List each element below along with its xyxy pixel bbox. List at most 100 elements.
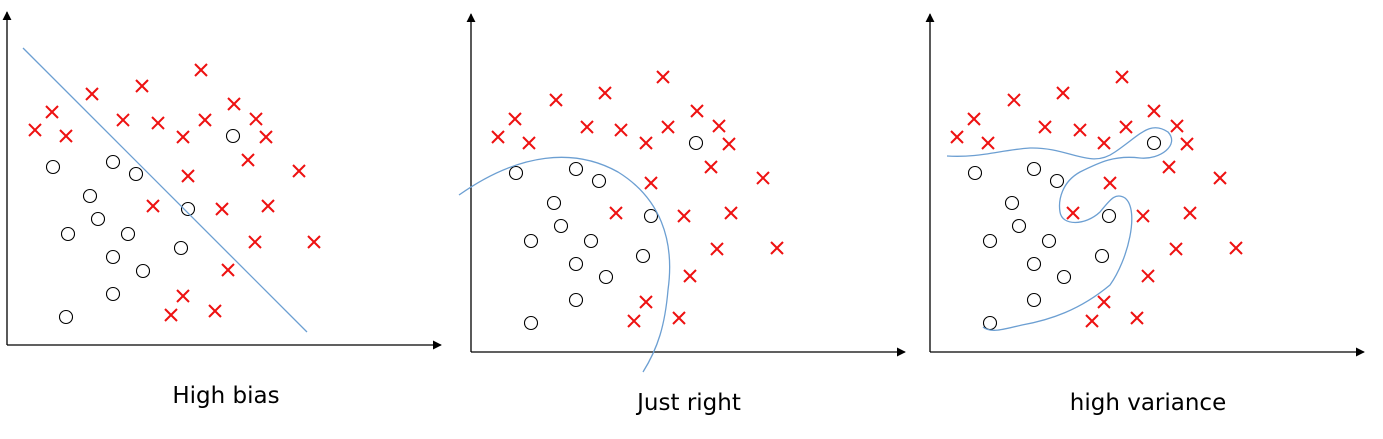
cross-marker [1136, 209, 1150, 223]
circle-marker [173, 240, 189, 256]
cross-marker [639, 136, 653, 150]
cross-marker [1038, 120, 1052, 134]
cross-marker [248, 235, 262, 249]
cross-marker [672, 311, 686, 325]
circle-marker [568, 161, 584, 177]
circle-marker [180, 201, 196, 217]
cross-marker [491, 130, 505, 144]
circle-marker [967, 165, 983, 181]
cross-marker [151, 116, 165, 130]
cross-marker [1147, 104, 1161, 118]
cross-marker [704, 160, 718, 174]
cross-marker [1141, 269, 1155, 283]
circle-marker [568, 256, 584, 272]
cross-marker [609, 206, 623, 220]
circle-marker [45, 159, 61, 175]
cross-marker [598, 86, 612, 100]
cross-marker [292, 164, 306, 178]
cross-marker [259, 130, 273, 144]
cross-marker [950, 130, 964, 144]
cross-marker [580, 120, 594, 134]
circle-marker [523, 315, 539, 331]
circle-marker [1041, 233, 1057, 249]
cross-marker [176, 289, 190, 303]
cross-marker [724, 206, 738, 220]
cross-marker [614, 123, 628, 137]
cross-marker [221, 263, 235, 277]
panel-caption: high variance [1070, 390, 1226, 416]
circle-marker [1004, 195, 1020, 211]
cross-marker [1130, 311, 1144, 325]
circle-marker [583, 233, 599, 249]
circle-marker [135, 263, 151, 279]
cross-marker [1162, 160, 1176, 174]
circle-marker [635, 248, 651, 264]
circle-marker [120, 226, 136, 242]
cross-marker [28, 123, 42, 137]
circle-marker [1101, 208, 1117, 224]
circle-marker [982, 315, 998, 331]
panel-caption: Just right [635, 390, 741, 416]
cross-marker [1229, 241, 1243, 255]
cross-marker [176, 130, 190, 144]
cross-marker [215, 202, 229, 216]
panel-high-bias: High bias [2, 11, 442, 409]
circle-marker [1026, 161, 1042, 177]
cross-marker [1073, 123, 1087, 137]
circle-marker [546, 195, 562, 211]
cross-marker [1066, 206, 1080, 220]
circle-marker [643, 208, 659, 224]
cross-marker [756, 171, 770, 185]
panel-caption: High bias [172, 383, 279, 409]
cross-marker [522, 136, 536, 150]
cross-marker [677, 209, 691, 223]
circle-marker [1011, 218, 1027, 234]
cross-marker [656, 70, 670, 84]
cross-marker [116, 113, 130, 127]
panel-high-variance: high variance [925, 13, 1365, 416]
circle-marker [1026, 292, 1042, 308]
cross-marker [85, 87, 99, 101]
cross-marker [1056, 86, 1070, 100]
cross-marker [1097, 295, 1111, 309]
cross-marker [1213, 171, 1227, 185]
circle-marker [225, 128, 241, 144]
circle-marker [568, 292, 584, 308]
data-points [28, 63, 321, 325]
cross-marker [661, 120, 675, 134]
cross-marker [1115, 70, 1129, 84]
cross-marker [249, 112, 263, 126]
circle-marker [90, 211, 106, 227]
cross-marker [227, 97, 241, 111]
data-points [950, 70, 1243, 331]
circle-marker [591, 173, 607, 189]
cross-marker [644, 176, 658, 190]
cross-marker [967, 112, 981, 126]
cross-marker [135, 79, 149, 93]
circle-marker [598, 269, 614, 285]
data-points [491, 70, 784, 331]
circle-marker [82, 188, 98, 204]
decision-boundary [946, 127, 1173, 331]
circle-marker [1049, 173, 1065, 189]
circle-marker [553, 218, 569, 234]
circle-marker [688, 135, 704, 151]
cross-marker [164, 308, 178, 322]
cross-marker [181, 169, 195, 183]
circle-marker [982, 233, 998, 249]
cross-marker [683, 269, 697, 283]
circle-marker [58, 309, 74, 325]
circle-marker [60, 226, 76, 242]
cross-marker [1097, 136, 1111, 150]
cross-marker [208, 304, 222, 318]
decision-boundary [22, 47, 308, 333]
cross-marker [1085, 314, 1099, 328]
cross-marker [194, 63, 208, 77]
cross-marker [1103, 176, 1117, 190]
circle-marker [105, 154, 121, 170]
cross-marker [639, 295, 653, 309]
cross-marker [261, 199, 275, 213]
cross-marker [770, 241, 784, 255]
cross-marker [146, 199, 160, 213]
